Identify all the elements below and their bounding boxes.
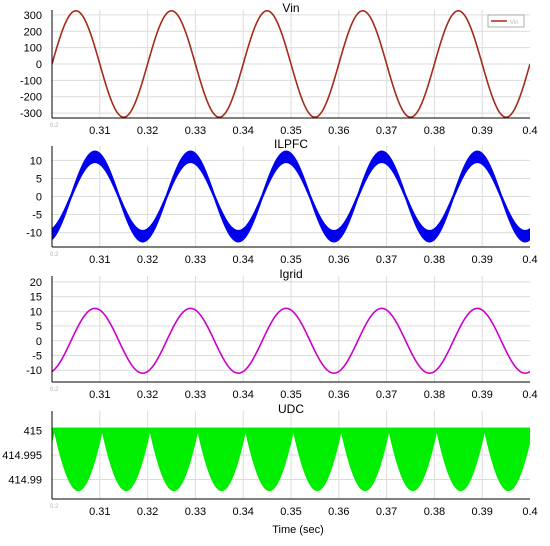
x-tick-label: 0.39 [471,506,492,518]
x-tick-label: 0.35 [280,125,301,137]
y-tick-label: 20 [30,277,42,289]
x-tick-label: 0.34 [232,389,253,401]
x-tick-label: 0.39 [471,125,492,137]
x-tick-label: 0.33 [185,506,206,518]
x-tick-label: 0.38 [424,254,445,266]
y-tick-label: -5 [32,210,42,222]
x-tick-label: 0.37 [376,254,397,266]
legend-label: Vin [510,20,519,26]
x-tick-label: 0.38 [424,125,445,137]
x-tick-label: 0.4 [522,389,537,401]
x-tick-label: 0.31 [89,254,110,266]
x-tick-label: 0.38 [424,506,445,518]
y-tick-label: 414.995 [2,450,42,462]
x-tick-label: 0.36 [328,125,349,137]
x-tick-label: 0.4 [522,506,537,518]
x-tick-label: 0.36 [328,389,349,401]
x-origin-label: 0.2 [50,123,59,129]
x-tick-label: 0.31 [89,389,110,401]
chart-title: Vin [282,1,299,15]
series-area [52,430,530,492]
y-tick-label: 15 [30,292,42,304]
chart-title: ILPFC [274,137,308,151]
x-tick-label: 0.33 [185,389,206,401]
x-tick-label: 0.32 [137,125,158,137]
x-tick-label: 0.37 [376,506,397,518]
x-origin-label: 0.2 [50,387,59,393]
y-tick-label: 300 [24,10,42,22]
series-line [52,307,530,374]
y-tick-label: 10 [30,155,42,167]
chart-panel: 0.2 300 200 100 0 -100 -200 -300 0.31 0.32 0.33 0.3… [20,1,538,137]
x-tick-label: 0.37 [376,389,397,401]
chart-panel: 0.2 20 15 10 5 0 -5 -10 0.31 0.32 0.33 0.34 0.35 0.36… [26,267,538,401]
x-tick-label: 0.35 [280,389,301,401]
x-tick-label: 0.37 [376,125,397,137]
series-group [52,10,530,118]
x-tick-label: 0.36 [328,254,349,266]
y-tick-label: -200 [20,92,42,104]
x-tick-label: 0.39 [471,254,492,266]
y-tick-label: 200 [24,26,42,38]
y-tick-label: -10 [26,228,42,240]
x-tick-label: 0.32 [137,506,158,518]
y-tick-label: 5 [36,321,42,333]
series-group [52,150,530,243]
y-tick-label: 10 [30,306,42,318]
x-tick-label: 0.39 [471,389,492,401]
y-tick-label: -100 [20,75,42,87]
x-tick-label: 0.35 [280,506,301,518]
series-group [52,427,530,492]
x-origin-label: 0.2 [50,504,59,510]
x-tick-label: 0.32 [137,389,158,401]
y-tick-label: 0 [36,192,42,204]
y-tick-label: -300 [20,108,42,120]
series-band [52,150,530,243]
x-origin-label: 0.2 [50,252,59,258]
chart-panel: 0.2 10 5 0 -5 -10 0.31 0.32 0.33 0.34 0.35 0.36 0.37… [26,137,538,266]
x-tick-label: 0.38 [424,389,445,401]
y-tick-label: 0 [36,336,42,348]
x-tick-label: 0.31 [89,125,110,137]
y-tick-label: 414.99 [8,474,42,486]
x-tick-label: 0.32 [137,254,158,266]
x-tick-label: 0.34 [232,506,253,518]
x-tick-label: 0.34 [232,254,253,266]
series-line [52,10,530,118]
x-tick-label: 0.31 [89,506,110,518]
x-tick-label: 0.33 [185,254,206,266]
series-group [52,307,530,374]
y-tick-label: -10 [26,365,42,377]
y-tick-label: 415 [24,426,42,438]
x-tick-label: 0.36 [328,506,349,518]
x-tick-label: 0.34 [232,125,253,137]
y-tick-label: 100 [24,43,42,55]
y-tick-label: 5 [36,173,42,185]
x-axis-label: Time (sec) [272,524,324,536]
chart-title: Igrid [279,267,302,281]
x-tick-label: 0.4 [522,254,537,266]
x-tick-label: 0.33 [185,125,206,137]
chart-title: UDC [278,402,304,416]
chart-panel: 0.2 415 414.995 414.99 0.31 0.32 0.33 0.34 0.35 0… [2,402,537,518]
y-tick-label: 0 [36,59,42,71]
y-tick-label: -5 [32,351,42,363]
x-tick-label: 0.35 [280,254,301,266]
series-top-band [52,427,530,434]
x-tick-label: 0.4 [522,125,537,137]
